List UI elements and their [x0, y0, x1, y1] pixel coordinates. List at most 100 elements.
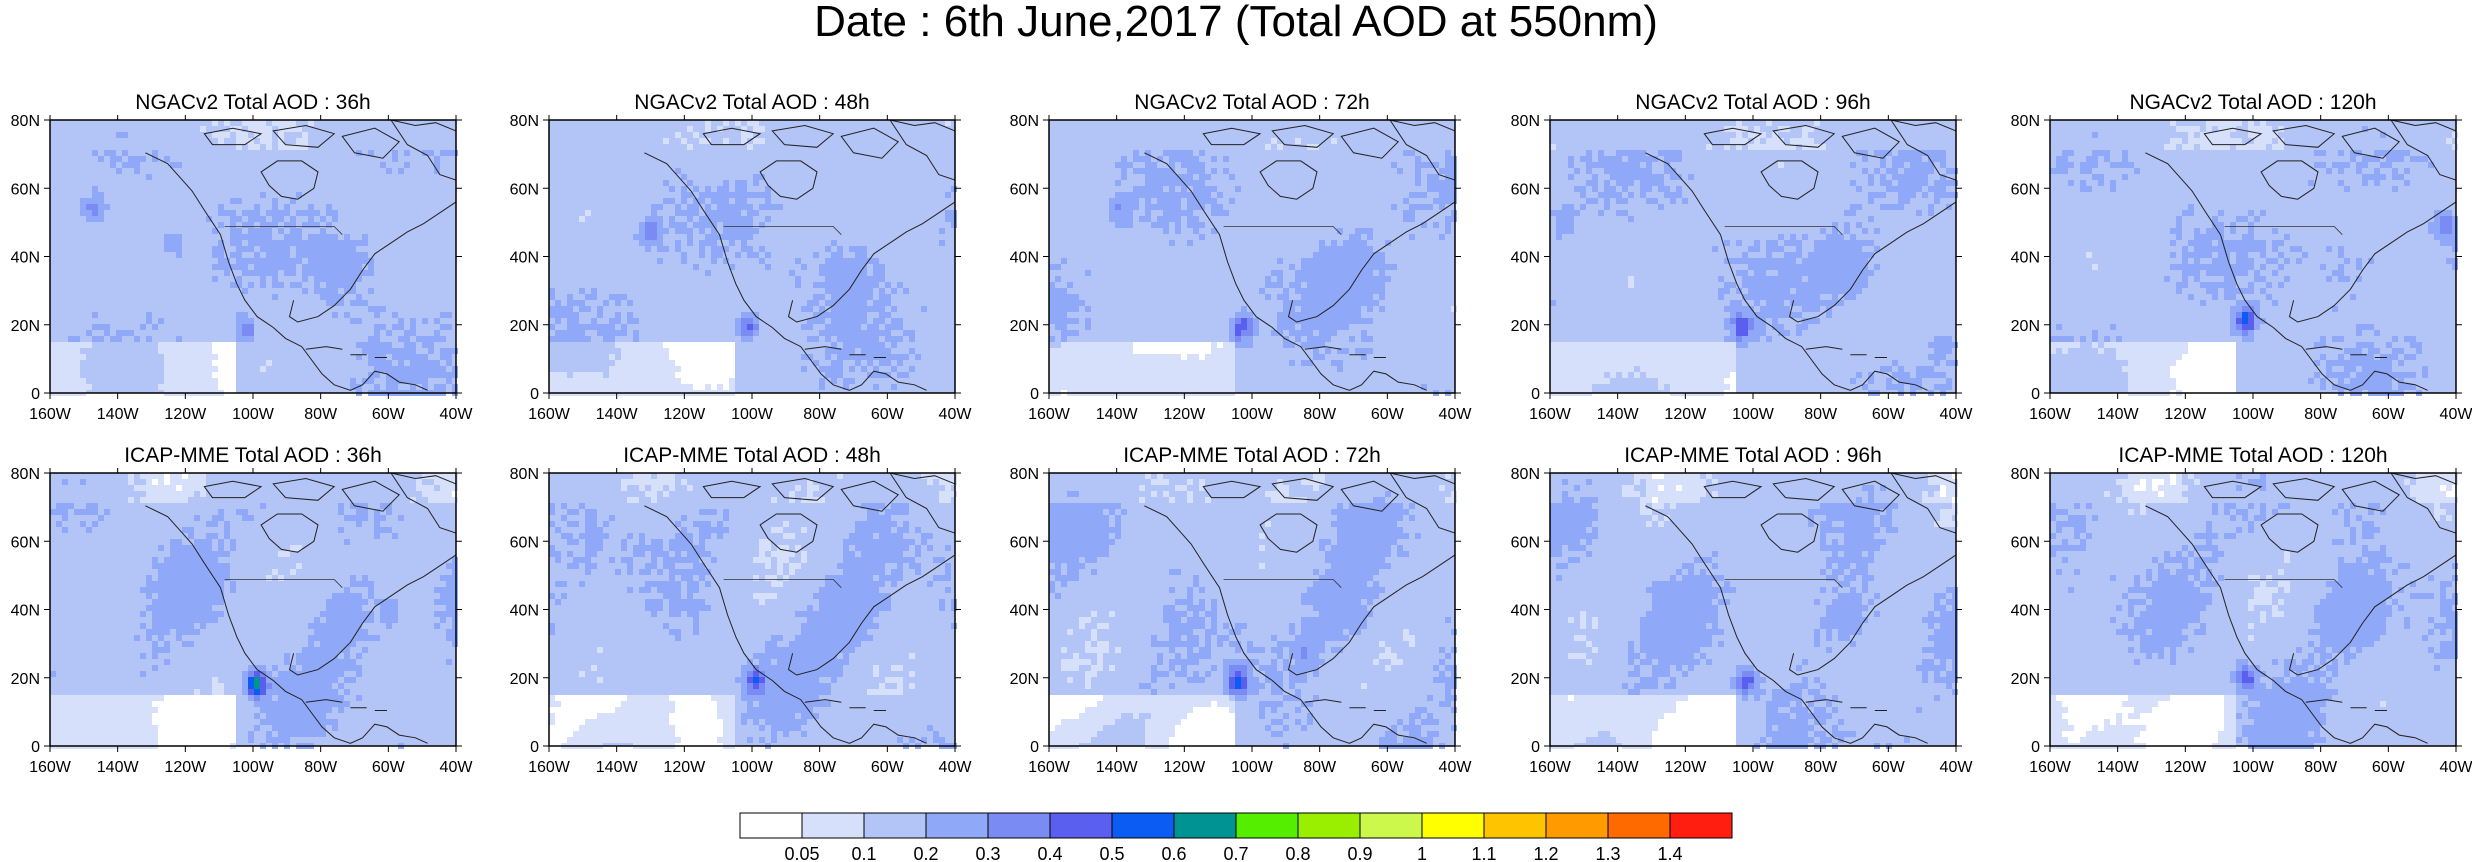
- aod-cell: [170, 599, 176, 605]
- aod-cell: [1103, 342, 1109, 348]
- aod-cell: [242, 288, 248, 294]
- aod-cell: [314, 659, 320, 665]
- aod-cell: [2308, 180, 2314, 186]
- aod-cell: [422, 318, 428, 324]
- aod-cell: [374, 527, 380, 533]
- aod-cell: [128, 713, 134, 719]
- aod-cell: [747, 120, 753, 126]
- aod-cell: [705, 378, 711, 384]
- aod-cell: [1307, 300, 1313, 306]
- aod-cell: [1604, 204, 1610, 210]
- aod-cell: [579, 384, 585, 390]
- aod-cell: [657, 246, 663, 252]
- aod-cell: [320, 611, 326, 617]
- aod-cell: [1574, 342, 1580, 348]
- aod-cell: [296, 252, 302, 258]
- aod-cell: [308, 641, 314, 647]
- aod-cell: [1598, 372, 1604, 378]
- aod-cell: [344, 240, 350, 246]
- aod-cell: [320, 258, 326, 264]
- aod-cell: [1433, 222, 1439, 228]
- aod-cell: [1820, 276, 1826, 282]
- aod-cell: [2212, 378, 2218, 384]
- aod-cell: [68, 695, 74, 701]
- aod-cell: [362, 575, 368, 581]
- aod-cell: [182, 551, 188, 557]
- aod-cell: [657, 342, 663, 348]
- aod-cell: [729, 216, 735, 222]
- aod-cell: [266, 707, 272, 713]
- aod-cell: [1079, 348, 1085, 354]
- aod-cell: [302, 671, 308, 677]
- aod-cell: [2188, 126, 2194, 132]
- aod-cell: [50, 378, 56, 384]
- aod-cell: [615, 342, 621, 348]
- aod-cell: [2212, 366, 2218, 372]
- aod-cell: [2368, 174, 2374, 180]
- aod-cell: [398, 318, 404, 324]
- aod-cell: [1157, 168, 1163, 174]
- aod-cell: [1760, 294, 1766, 300]
- aod-cell: [104, 719, 110, 725]
- aod-cell: [1169, 204, 1175, 210]
- aod-cell: [1796, 252, 1802, 258]
- aod-cell: [1850, 264, 1856, 270]
- aod-cell: [350, 623, 356, 629]
- aod-cell: [717, 246, 723, 252]
- aod-cell: [56, 342, 62, 348]
- aod-cell: [428, 360, 434, 366]
- aod-cell: [1313, 300, 1319, 306]
- aod-cell: [440, 491, 446, 497]
- aod-cell: [1055, 312, 1061, 318]
- aod-cell: [1754, 282, 1760, 288]
- aod-cell: [915, 354, 921, 360]
- aod-cell: [164, 599, 170, 605]
- aod-cell: [2068, 180, 2074, 186]
- aod-cell: [1844, 258, 1850, 264]
- aod-cell: [110, 162, 116, 168]
- aod-cell: [1730, 324, 1736, 330]
- aod-cell: [1319, 264, 1325, 270]
- aod-cell: [1295, 336, 1301, 342]
- aod-cell: [735, 216, 741, 222]
- aod-cell: [338, 252, 344, 258]
- aod-cell: [2410, 156, 2416, 162]
- aod-cell: [813, 300, 819, 306]
- aod-cell: [398, 378, 404, 384]
- aod-cell: [452, 611, 458, 617]
- aod-cell: [1055, 360, 1061, 366]
- aod-cell: [320, 288, 326, 294]
- aod-cell: [2176, 228, 2182, 234]
- aod-cell: [206, 695, 212, 701]
- aod-cell: [1115, 192, 1121, 198]
- aod-cell: [1904, 192, 1910, 198]
- x-tick-label: 40W: [2440, 406, 2472, 423]
- aod-cell: [1658, 180, 1664, 186]
- aod-cell: [1073, 372, 1079, 378]
- aod-cell: [2170, 228, 2176, 234]
- aod-cell: [1325, 246, 1331, 252]
- aod-cell: [1706, 384, 1712, 390]
- aod-cell: [1754, 330, 1760, 336]
- aod-cell: [555, 312, 561, 318]
- aod-cell: [266, 138, 272, 144]
- aod-cell: [1187, 216, 1193, 222]
- aod-cell: [2230, 384, 2236, 390]
- aod-cell: [807, 306, 813, 312]
- aod-cell: [1718, 366, 1724, 372]
- aod-cell: [735, 180, 741, 186]
- aod-cell: [843, 276, 849, 282]
- aod-cell: [1199, 192, 1205, 198]
- aod-cell: [272, 689, 278, 695]
- aod-cell: [1103, 348, 1109, 354]
- aod-cell: [2206, 144, 2212, 150]
- aod-cell: [188, 629, 194, 635]
- aod-cell: [440, 372, 446, 378]
- aod-cell: [1211, 354, 1217, 360]
- aod-cell: [2404, 384, 2410, 390]
- aod-cell: [939, 228, 945, 234]
- aod-cell: [2218, 372, 2224, 378]
- aod-cell: [1451, 306, 1457, 312]
- aod-cell: [2134, 354, 2140, 360]
- aod-cell: [1634, 174, 1640, 180]
